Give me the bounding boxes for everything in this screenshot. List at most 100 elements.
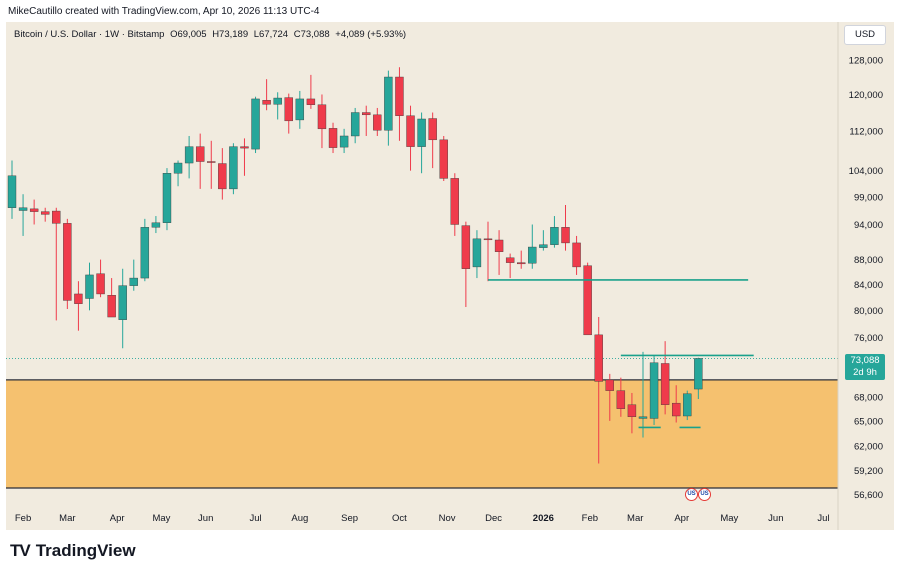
candle-down [428,118,437,141]
us-flag-icon[interactable]: US [685,488,698,501]
candle-down [660,363,670,405]
x-tick-label: Aug [291,513,308,524]
candle-down [328,128,338,148]
brand-name: TradingView [35,541,136,560]
candle-down [627,404,637,418]
candle-down [207,161,216,163]
x-tick-label: Apr [674,513,689,524]
candle-up [417,118,426,147]
y-tick-label: 104,000 [849,166,883,177]
bar-countdown: 2d 9h [853,367,877,378]
high-value: H73,189 [212,29,249,40]
candle-up [528,246,537,264]
x-tick-label: Jul [817,513,829,524]
candle-down [63,223,72,301]
x-tick-label: Mar [59,513,75,524]
candle-down [505,257,515,263]
candle-down [41,211,50,215]
candle-up [173,162,183,174]
last-price-tag: 73,088 2d 9h [845,354,885,380]
candle-down [262,100,271,105]
candle-up [694,358,703,390]
candle-down [96,273,105,295]
x-tick-label: Jul [249,513,261,524]
candle-down [395,76,404,116]
y-tick-label: 99,000 [854,192,883,203]
y-tick-label: 65,000 [854,416,883,427]
candle-down [240,146,249,149]
tradingview-logo[interactable]: TV TradingView [10,541,136,561]
candle-down [306,98,316,105]
candle-down [450,178,459,225]
candle-down [483,238,493,241]
symbol-legend: Bitcoin / U.S. Dollar · 1W · Bitstamp O6… [14,29,409,40]
last-price-value: 73,088 [850,355,880,366]
candle-down [561,227,570,244]
x-tick-label: Feb [15,513,31,524]
y-tick-label: 68,000 [854,392,883,403]
x-tick-label: Dec [485,513,502,524]
candle-up [7,175,17,208]
candle-up [18,207,28,211]
y-tick-label: 59,200 [854,466,883,477]
x-tick-label: Sep [341,513,358,524]
candle-up [683,393,692,417]
candle-up [151,222,161,228]
candle-up [339,135,349,148]
low-value: L67,724 [253,29,289,40]
change-value: +4,089 (+5.93%) [335,29,407,40]
candle-up [350,112,360,137]
candle-down [218,163,227,190]
candle-down [616,390,626,409]
tradingview-mark-icon: TV [10,541,31,560]
candle-down [29,208,39,212]
candle-down [494,239,504,252]
candle-down [284,97,293,122]
y-tick-label: 112,000 [849,127,883,138]
y-tick-label: 88,000 [854,255,883,266]
currency-button[interactable]: USD [844,25,886,45]
y-tick-label: 84,000 [854,280,883,291]
x-tick-label: 2026 [533,513,554,524]
y-tick-label: 128,000 [849,56,883,67]
candle-up [649,362,659,419]
candle-down [461,225,471,269]
candle-up [85,274,94,299]
candle-down [107,295,116,318]
candle-up [384,76,393,131]
candle-down [362,112,371,116]
support-zone [6,379,838,489]
chart-credit: MikeCautillo created with TradingView.co… [8,6,320,17]
x-tick-label: Jun [198,513,213,524]
candle-down [74,293,83,304]
candle-down [672,402,681,417]
y-tick-label: 80,000 [854,306,883,317]
candle-up [539,244,548,248]
candle-down [373,114,382,131]
candle-up [229,146,238,190]
candle-down [439,139,448,179]
x-tick-label: Oct [392,513,407,524]
candle-up [162,173,172,223]
candle-down [594,334,603,382]
us-flag-icon[interactable]: US [698,488,711,501]
y-tick-label: 94,000 [854,220,883,231]
close-value: C73,088 [293,29,330,40]
y-tick-label: 120,000 [849,90,883,101]
candle-up [550,227,559,245]
symbol-label[interactable]: Bitcoin / U.S. Dollar · 1W · Bitstamp [14,29,165,40]
candle-up [140,227,150,279]
candle-down [517,262,526,265]
candle-up [273,97,282,105]
x-tick-label: Jun [768,513,783,524]
candle-down [52,210,61,224]
candle-down [195,146,205,162]
candle-up [129,277,138,286]
y-tick-label: 56,600 [854,490,883,501]
x-tick-label: Nov [439,513,456,524]
x-tick-label: Feb [582,513,598,524]
candle-up [295,98,305,121]
candle-down [605,379,614,391]
economic-events: US US [685,488,711,501]
